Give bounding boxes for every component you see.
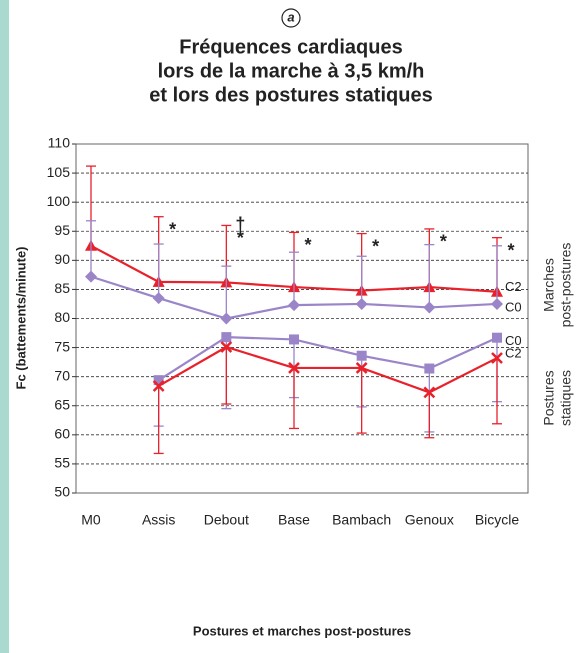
marker — [491, 297, 503, 310]
chart-title: et lors des postures statiques — [149, 84, 432, 106]
x-tick-label: Bambach — [332, 512, 391, 528]
y-axis-title: Fc (battements/minute) — [13, 246, 28, 389]
group-label: Marches — [541, 258, 557, 312]
y-tick-label: 85 — [54, 280, 70, 296]
marker — [289, 334, 299, 345]
series-label: C0 — [505, 333, 522, 348]
marker — [220, 341, 233, 353]
marker — [221, 332, 232, 343]
group-label: statiques — [558, 370, 574, 426]
series-label: C2 — [505, 279, 522, 294]
chart-title: lors de la marche à 3,5 km/h — [158, 60, 425, 82]
x-tick-label: Base — [278, 512, 310, 528]
marker — [152, 292, 165, 305]
marker — [491, 352, 503, 364]
series-line — [158, 336, 498, 382]
marker — [356, 350, 367, 361]
x-tick-label: Assis — [142, 512, 175, 528]
x-tick-label: Genoux — [405, 512, 454, 528]
marker — [288, 362, 300, 374]
marker — [423, 301, 436, 314]
marker — [492, 332, 502, 343]
chart-title: Fréquences cardiaques — [179, 36, 402, 58]
marker — [288, 299, 300, 312]
y-tick-label: 110 — [48, 135, 71, 151]
marker — [85, 270, 97, 283]
y-tick-label: 80 — [54, 309, 70, 325]
x-axis-title: Postures et marches post-postures — [193, 623, 411, 638]
series-line — [158, 345, 498, 394]
y-tick-label: 105 — [47, 164, 71, 180]
y-tick-label: 70 — [54, 367, 70, 383]
marker — [152, 380, 165, 392]
marker — [355, 362, 368, 374]
x-tick-label: Debout — [204, 512, 249, 528]
marker — [424, 363, 435, 374]
x-tick-label: M0 — [81, 512, 101, 528]
series-label: C0 — [505, 299, 522, 314]
marker — [153, 375, 164, 386]
annotation: * — [507, 240, 514, 260]
group-label: post-postures — [558, 243, 574, 328]
annotation: * — [169, 219, 176, 239]
marker — [355, 297, 368, 310]
y-tick-label: 95 — [54, 222, 70, 238]
side-strip — [0, 0, 9, 653]
series-label: C2 — [505, 345, 522, 360]
annotation: * — [372, 236, 379, 256]
y-tick-label: 90 — [54, 251, 70, 267]
panel-label: a — [287, 9, 294, 24]
x-tick-label: Bicycle — [475, 512, 520, 528]
y-tick-label: 60 — [54, 426, 70, 442]
label-circle — [281, 8, 301, 28]
y-tick-label: 100 — [47, 193, 71, 209]
y-tick-label: 75 — [54, 338, 70, 354]
marker — [423, 386, 436, 399]
annotation: † — [235, 214, 245, 234]
annotation: * — [237, 228, 244, 248]
annotation: * — [304, 235, 311, 255]
y-tick-label: 55 — [54, 455, 70, 471]
annotation: * — [440, 232, 447, 252]
marker — [220, 312, 233, 325]
group-label: Postures — [541, 370, 557, 425]
y-tick-label: 50 — [54, 484, 70, 500]
y-tick-label: 65 — [54, 396, 70, 412]
